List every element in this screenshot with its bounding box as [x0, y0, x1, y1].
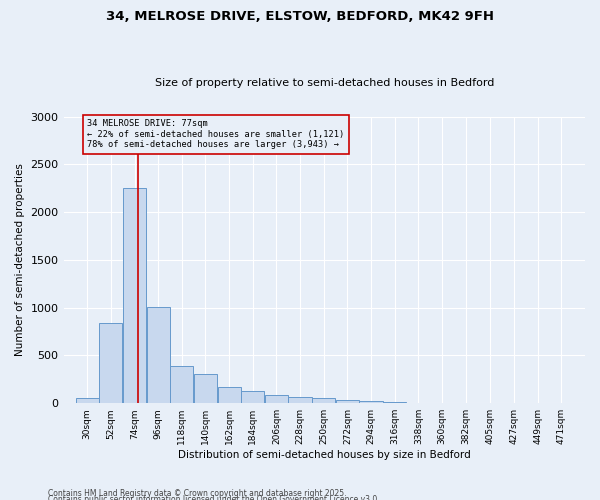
Bar: [359, 402, 383, 403]
Bar: [289, 397, 311, 403]
Bar: [99, 323, 122, 403]
Text: Contains public sector information licensed under the Open Government Licence v3: Contains public sector information licen…: [48, 495, 380, 500]
Bar: [194, 374, 217, 403]
X-axis label: Distribution of semi-detached houses by size in Bedford: Distribution of semi-detached houses by …: [178, 450, 470, 460]
Bar: [265, 394, 288, 403]
Bar: [146, 306, 170, 403]
Y-axis label: Number of semi-detached properties: Number of semi-detached properties: [15, 164, 25, 356]
Title: Size of property relative to semi-detached houses in Bedford: Size of property relative to semi-detach…: [155, 78, 494, 88]
Bar: [383, 402, 406, 403]
Bar: [336, 400, 359, 403]
Bar: [218, 387, 241, 403]
Bar: [312, 398, 335, 403]
Bar: [170, 366, 193, 403]
Bar: [123, 188, 146, 403]
Text: Contains HM Land Registry data © Crown copyright and database right 2025.: Contains HM Land Registry data © Crown c…: [48, 488, 347, 498]
Text: 34 MELROSE DRIVE: 77sqm
← 22% of semi-detached houses are smaller (1,121)
78% of: 34 MELROSE DRIVE: 77sqm ← 22% of semi-de…: [87, 120, 344, 149]
Bar: [241, 391, 265, 403]
Bar: [76, 398, 99, 403]
Text: 34, MELROSE DRIVE, ELSTOW, BEDFORD, MK42 9FH: 34, MELROSE DRIVE, ELSTOW, BEDFORD, MK42…: [106, 10, 494, 23]
